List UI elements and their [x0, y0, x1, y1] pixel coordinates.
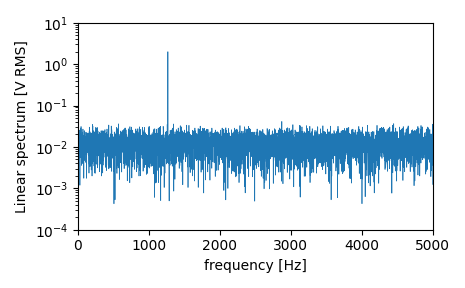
- X-axis label: frequency [Hz]: frequency [Hz]: [204, 259, 306, 273]
- Y-axis label: Linear spectrum [V RMS]: Linear spectrum [V RMS]: [15, 40, 29, 213]
